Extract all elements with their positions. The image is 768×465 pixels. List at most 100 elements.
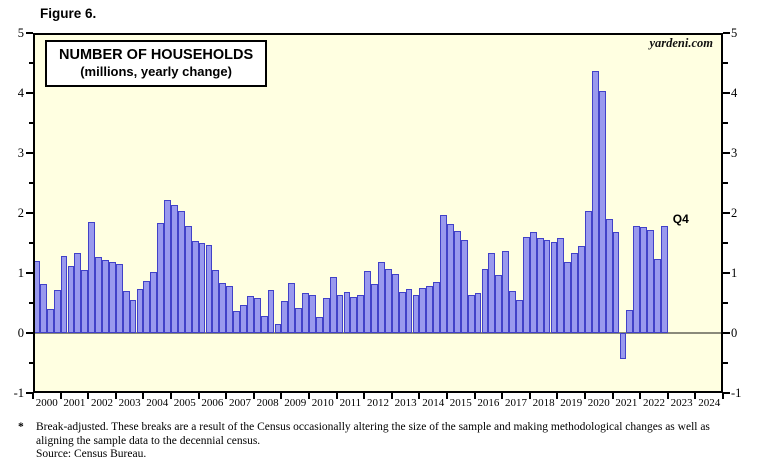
bar-2013-Q3 — [405, 288, 413, 333]
y-axis-label-left: -1 — [13, 386, 24, 400]
bar-2005-Q3 — [184, 225, 192, 333]
bar-2001-Q2 — [67, 265, 75, 333]
bar-2002-Q1 — [88, 222, 96, 333]
bar-2022-Q3 — [654, 258, 661, 333]
x-axis-year-label: 2021 — [615, 397, 638, 409]
tick-mark — [723, 122, 728, 124]
tick-mark — [723, 392, 730, 394]
bar-2012-Q1 — [364, 270, 372, 333]
x-tick-mark — [170, 393, 172, 399]
bar-2021-Q3 — [626, 310, 634, 333]
tick-mark — [28, 362, 33, 364]
x-axis-year-label: 2010 — [311, 397, 334, 409]
bar-2010-Q3 — [322, 298, 330, 333]
tick-mark — [723, 362, 728, 364]
x-axis-year-label: 2022 — [642, 397, 665, 409]
tick-mark — [723, 332, 730, 334]
x-axis-year-label: 2002 — [90, 397, 113, 409]
x-tick-mark — [32, 393, 34, 399]
y-axis-label-right: 2 — [731, 206, 738, 220]
bar-2014-Q1 — [419, 288, 427, 333]
footnote-line2: aligning the sample data to the decennia… — [36, 434, 261, 447]
bar-2000-Q2 — [39, 283, 47, 333]
bar-2007-Q4 — [246, 295, 254, 333]
footnote-asterisk: * — [18, 421, 24, 433]
tick-mark — [28, 122, 33, 124]
x-axis-year-label: 2005 — [173, 397, 196, 409]
x-tick-mark — [142, 393, 145, 399]
tick-mark — [26, 392, 33, 394]
x-tick-mark — [418, 393, 421, 399]
bar-2010-Q1 — [309, 295, 316, 333]
bar-2008-Q4 — [274, 324, 282, 333]
x-tick-mark — [363, 393, 366, 399]
bar-2004-Q1 — [143, 280, 151, 333]
x-axis-year-label: 2013 — [394, 397, 417, 409]
tick-mark — [26, 212, 33, 214]
chart-subtitle: (millions, yearly change) — [80, 64, 232, 79]
bar-2011-Q3 — [350, 297, 358, 333]
x-axis-year-label: 2018 — [532, 397, 555, 409]
x-axis-year-label: 2001 — [63, 397, 86, 409]
tick-mark — [723, 32, 730, 34]
y-axis-label-right: 5 — [731, 26, 738, 40]
bar-2019-Q1 — [557, 238, 565, 333]
bar-2017-Q3 — [516, 300, 523, 333]
bar-2002-Q2 — [95, 257, 102, 333]
x-axis-year-label: 2017 — [504, 397, 527, 409]
bar-2006-Q2 — [205, 244, 213, 333]
x-tick-mark — [473, 393, 476, 399]
footnote: * Break-adjusted. These breaks are a res… — [18, 421, 748, 462]
bar-2007-Q2 — [233, 310, 240, 333]
bar-2003-Q4 — [136, 288, 144, 333]
bar-2022-Q2 — [647, 229, 654, 333]
x-tick-mark — [694, 393, 697, 399]
x-tick-mark — [722, 393, 724, 399]
bar-2014-Q3 — [433, 282, 441, 333]
bar-2003-Q2 — [122, 291, 130, 333]
bar-2009-Q3 — [295, 307, 303, 333]
x-axis-year-label: 2003 — [118, 397, 141, 409]
x-tick-mark — [639, 393, 642, 399]
x-axis-year-label: 2023 — [670, 397, 693, 409]
bar-2003-Q1 — [115, 264, 123, 333]
bar-2021-Q4 — [633, 225, 641, 333]
x-axis-year-label: 2012 — [366, 397, 389, 409]
bar-2016-Q2 — [481, 268, 489, 333]
bar-2013-Q2 — [398, 292, 406, 333]
bar-2009-Q4 — [302, 293, 309, 333]
bar-2019-Q4 — [578, 246, 585, 333]
x-axis-year-label: 2000 — [35, 397, 58, 409]
tick-mark — [723, 212, 730, 214]
x-axis-year-label: 2008 — [256, 397, 279, 409]
bar-2003-Q3 — [129, 300, 137, 333]
tick-mark — [28, 242, 33, 244]
bar-2013-Q1 — [391, 274, 399, 333]
bar-2009-Q1 — [281, 300, 289, 333]
bar-2001-Q1 — [60, 256, 68, 333]
x-tick-mark — [197, 393, 200, 399]
bar-2000-Q4 — [53, 290, 61, 333]
bar-2006-Q4 — [219, 282, 227, 333]
y-axis-label-left: 4 — [17, 86, 24, 100]
tick-mark — [26, 152, 33, 154]
last-bar-annotation: Q4 — [672, 211, 689, 226]
bar-2020-Q3 — [598, 90, 606, 333]
x-axis-year-label: 2007 — [228, 397, 251, 409]
bar-2019-Q2 — [564, 262, 572, 333]
bar-2012-Q4 — [384, 269, 392, 333]
y-axis-label-right: 4 — [731, 86, 738, 100]
bar-2006-Q1 — [198, 243, 206, 333]
bar-2012-Q3 — [378, 261, 385, 333]
bar-2000-Q3 — [46, 309, 54, 333]
tick-mark — [723, 302, 728, 304]
tick-mark — [723, 152, 730, 154]
x-tick-mark — [584, 393, 586, 399]
bar-2001-Q3 — [74, 253, 82, 333]
bar-2014-Q2 — [426, 285, 434, 333]
footnote-source: Source: Census Bureau. — [36, 448, 147, 460]
bar-2015-Q2 — [453, 231, 461, 333]
x-tick-mark — [666, 393, 669, 399]
bar-2000-Q1 — [33, 261, 40, 333]
bar-2001-Q4 — [81, 270, 89, 333]
